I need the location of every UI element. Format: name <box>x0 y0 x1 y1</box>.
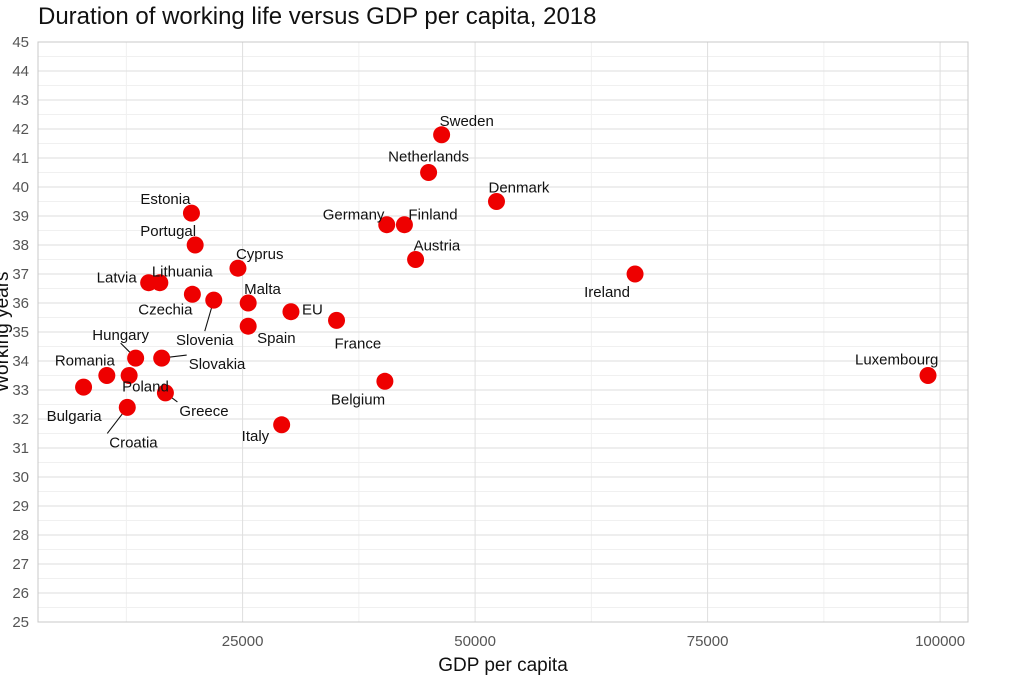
y-axis-ticks: 25 26 27 28 29 30 31 32 33 34 35 36 37 38 39 40 41 42 43 44… <box>12 34 29 631</box>
x-axis-ticks: 25000 50000 75000 100000 <box>222 633 965 650</box>
y-tick-label: 39 <box>12 208 29 225</box>
label-denmark: Denmark <box>488 180 549 197</box>
x-axis-title: GDP per capita <box>438 655 568 676</box>
point-eu <box>282 303 300 321</box>
y-tick-label: 43 <box>12 92 29 109</box>
y-tick-label: 26 <box>12 585 29 602</box>
label-cyprus: Cyprus <box>236 246 284 263</box>
x-tick-label: 50000 <box>454 633 496 650</box>
label-slovakia: Slovakia <box>189 356 246 373</box>
label-finland: Finland <box>408 207 457 224</box>
label-eu: EU <box>302 302 323 319</box>
y-tick-label: 38 <box>12 237 29 254</box>
point-luxembourg <box>919 367 937 384</box>
point-lithuania <box>151 274 169 292</box>
label-sweden: Sweden <box>440 113 494 130</box>
x-tick-label: 75000 <box>687 633 729 650</box>
label-belgium: Belgium <box>331 391 385 408</box>
label-netherlands: Netherlands <box>388 149 469 166</box>
label-romania: Romania <box>55 353 116 370</box>
label-luxembourg: Luxembourg <box>855 352 938 369</box>
point-poland <box>120 367 138 384</box>
y-tick-label: 28 <box>12 527 29 544</box>
label-slovenia: Slovenia <box>176 332 234 349</box>
point-romania <box>98 367 116 384</box>
y-tick-label: 27 <box>12 556 29 573</box>
point-belgium <box>376 372 394 390</box>
point-germany <box>378 216 396 234</box>
y-tick-label: 35 <box>12 324 29 341</box>
chart-title: Duration of working life versus GDP per … <box>38 3 597 30</box>
point-malta <box>239 294 257 312</box>
point-finland <box>395 216 413 234</box>
y-tick-label: 34 <box>12 353 29 370</box>
point-estonia <box>182 204 200 222</box>
label-ireland: Ireland <box>584 284 630 301</box>
plot-panel-border <box>37 41 969 623</box>
y-tick-label: 45 <box>12 34 29 51</box>
label-croatia: Croatia <box>109 434 158 451</box>
y-tick-label: 33 <box>12 382 29 399</box>
point-czechia <box>183 285 201 303</box>
point-france <box>328 311 346 329</box>
point-greece <box>156 384 174 402</box>
y-tick-label: 32 <box>12 411 29 428</box>
label-malta: Malta <box>244 281 281 298</box>
point-slovakia <box>153 349 171 367</box>
data-points <box>75 126 937 434</box>
y-tick-label: 31 <box>12 440 29 457</box>
y-tick-label: 25 <box>12 614 29 631</box>
point-slovenia <box>205 291 223 309</box>
point-sweden <box>433 126 451 144</box>
y-tick-label: 37 <box>12 266 29 283</box>
label-latvia: Latvia <box>97 270 138 287</box>
point-portugal <box>186 236 204 254</box>
point-bulgaria <box>75 378 93 396</box>
label-estonia: Estonia <box>140 191 191 208</box>
label-spain: Spain <box>257 330 295 347</box>
point-labels: Sweden Netherlands Denmark Germany Finland Au… <box>47 113 939 452</box>
label-portugal: Portugal <box>140 223 196 240</box>
label-bulgaria: Bulgaria <box>47 408 103 425</box>
point-cyprus <box>229 259 247 277</box>
y-axis-title: Working years <box>0 271 13 392</box>
label-germany: Germany <box>323 207 385 224</box>
point-denmark <box>487 193 505 210</box>
grid-minor <box>38 42 968 622</box>
point-austria <box>407 251 425 268</box>
y-tick-label: 30 <box>12 469 29 486</box>
label-france: France <box>335 335 382 352</box>
y-tick-label: 36 <box>12 295 29 312</box>
label-italy: Italy <box>242 428 270 445</box>
point-netherlands <box>420 164 438 181</box>
point-hungary <box>127 349 145 367</box>
x-tick-label: 25000 <box>222 633 264 650</box>
y-tick-label: 42 <box>12 121 29 138</box>
label-austria: Austria <box>414 238 461 255</box>
label-czechia: Czechia <box>138 301 193 318</box>
point-italy <box>273 416 291 434</box>
point-croatia <box>118 398 136 416</box>
label-hungary: Hungary <box>92 327 149 344</box>
x-tick-label: 100000 <box>915 633 965 650</box>
y-tick-label: 44 <box>12 63 29 80</box>
label-poland: Poland <box>122 379 169 396</box>
label-lithuania: Lithuania <box>152 264 214 281</box>
point-ireland <box>626 265 644 283</box>
y-tick-label: 29 <box>12 498 29 515</box>
grid-major <box>38 41 968 623</box>
y-tick-label: 40 <box>12 179 29 196</box>
y-tick-label: 41 <box>12 150 29 167</box>
label-greece: Greece <box>179 403 228 420</box>
point-spain <box>239 317 257 335</box>
